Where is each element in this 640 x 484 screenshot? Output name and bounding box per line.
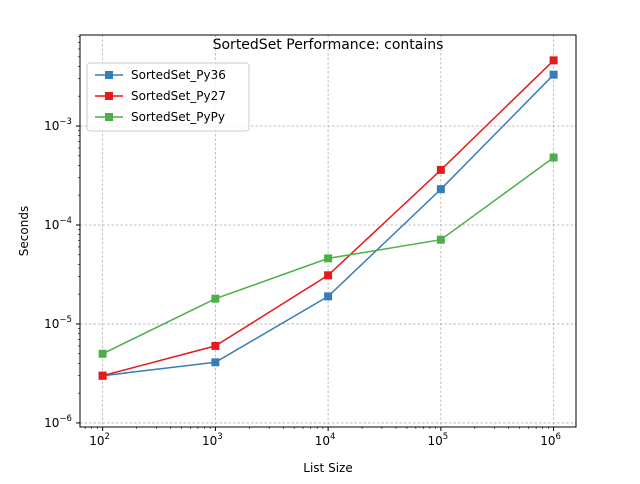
ticks: 102 103 104 105 106 10−6 10−5 10−4 10−3: [44, 36, 561, 448]
x-tick-label: 103: [202, 432, 223, 448]
legend-marker: [105, 71, 113, 79]
legend: SortedSet_Py36 SortedSet_Py27 SortedSet_Py…: [86, 62, 250, 132]
data-point-SortedSet_Py36: [211, 358, 220, 367]
y-tick-label: 10−5: [44, 315, 72, 331]
data-point-SortedSet_PyPy: [98, 349, 107, 358]
legend-marker: [105, 92, 113, 100]
data-point-SortedSet_Py36: [324, 292, 333, 301]
series-layer: [98, 56, 558, 380]
legend-label: SortedSet_PyPy: [131, 110, 225, 124]
y-tick-label: 10−4: [44, 216, 72, 232]
data-point-SortedSet_PyPy: [324, 254, 333, 263]
legend-label: SortedSet_Py27: [131, 89, 226, 103]
legend-label: SortedSet_Py36: [131, 68, 226, 82]
data-point-SortedSet_Py36: [549, 70, 558, 79]
data-point-SortedSet_Py27: [211, 341, 220, 350]
legend-box: [86, 62, 250, 132]
x-tick-label: 105: [428, 432, 449, 448]
data-point-SortedSet_Py27: [98, 371, 107, 380]
legend-marker: [105, 113, 113, 121]
data-point-SortedSet_PyPy: [436, 235, 445, 244]
data-point-SortedSet_Py27: [436, 165, 445, 174]
x-tick-label: 104: [315, 432, 336, 448]
data-point-SortedSet_Py27: [549, 56, 558, 65]
data-point-SortedSet_Py27: [324, 271, 333, 280]
y-tick-label: 10−3: [44, 117, 72, 133]
data-point-SortedSet_PyPy: [211, 294, 220, 303]
x-tick-label: 102: [89, 432, 110, 448]
x-tick-label: 106: [540, 432, 561, 448]
data-point-SortedSet_Py36: [436, 185, 445, 194]
chart-title: SortedSet Performance: contains: [213, 37, 444, 53]
x-axis-label: List Size: [303, 461, 352, 475]
y-tick-label: 10−6: [44, 414, 72, 430]
data-point-SortedSet_PyPy: [549, 153, 558, 162]
y-axis-label: Seconds: [17, 206, 31, 256]
